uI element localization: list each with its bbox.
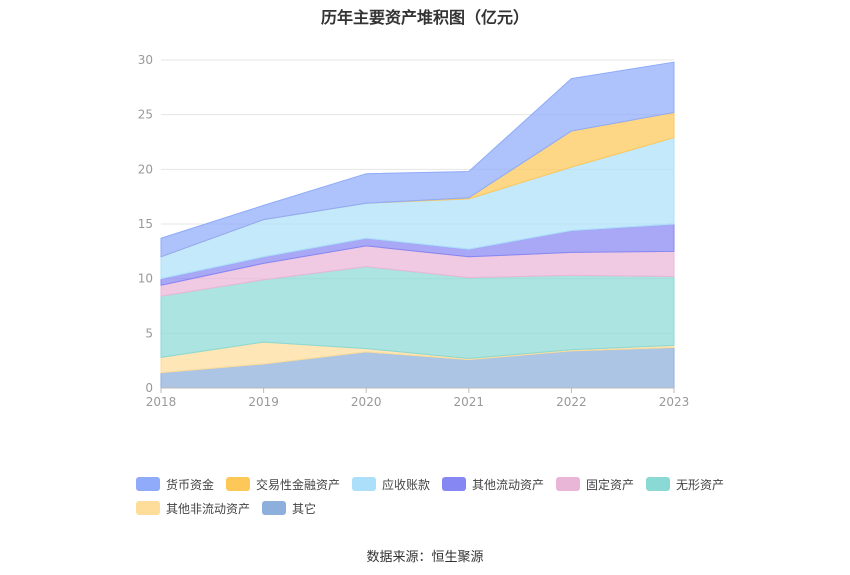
legend-swatch [136,477,160,491]
y-tick-label: 0 [145,381,153,395]
legend-item[interactable]: 货币资金 [136,476,214,493]
legend-label: 交易性金融资产 [256,477,341,492]
legend-swatch [646,477,670,491]
y-tick-label: 5 [145,326,153,340]
legend-item[interactable]: 无形资产 [646,476,724,493]
legend-label: 应收账款 [382,477,431,492]
legend-label: 货币资金 [166,477,215,492]
legend-swatch [136,501,160,515]
y-tick-label: 15 [138,217,153,231]
legend-row: 货币资金 交易性金融资产 应收账款 其他流动资产 固定资产 无形资产 [136,472,736,496]
x-tick-label: 2021 [454,395,485,409]
legend-row: 其他非流动资产 其它 [136,496,736,520]
stacked-area-chart: 0 5 10 15 20 25 30 2018 2019 2020 2021 2022 2023 [138,53,690,409]
legend-swatch [262,501,287,515]
legend-label: 其他非流动资产 [166,501,251,516]
legend-item[interactable]: 交易性金融资产 [226,476,340,493]
legend-label: 无形资产 [676,477,725,492]
legend-item[interactable]: 其它 [262,500,316,517]
legend-swatch [556,477,580,491]
data-source-note: 数据来源：恒生聚源 [366,550,484,565]
legend-item[interactable]: 其他非流动资产 [136,500,250,517]
y-tick-label: 20 [138,162,153,176]
y-tick-label: 10 [138,272,153,286]
legend-label: 其它 [292,501,317,516]
legend-item[interactable]: 其他流动资产 [442,476,544,493]
x-tick-label: 2023 [659,395,690,409]
legend-swatch [442,477,466,491]
legend-label: 其他流动资产 [472,477,545,492]
y-tick-label: 30 [138,53,153,67]
chart-legend: 货币资金 交易性金融资产 应收账款 其他流动资产 固定资产 无形资产其他非流动资产 其它 [136,472,736,520]
axes: 0 5 10 15 20 25 30 2018 2019 2020 2021 2022 2023 [138,53,690,409]
x-tick-label: 2019 [248,395,279,409]
legend-item[interactable]: 固定资产 [556,476,634,493]
x-tick-label: 2020 [351,395,382,409]
x-tick-label: 2022 [556,395,587,409]
x-tick-label: 2018 [146,395,177,409]
legend-label: 固定资产 [586,477,635,492]
y-tick-label: 25 [138,108,153,122]
legend-swatch [226,477,250,491]
area-series-7 [160,61,675,258]
legend-item[interactable]: 应收账款 [352,476,430,493]
chart-title: 历年主要资产堆积图（亿元） [320,8,529,27]
legend-swatch [352,477,376,491]
area-series-layer [160,61,675,389]
